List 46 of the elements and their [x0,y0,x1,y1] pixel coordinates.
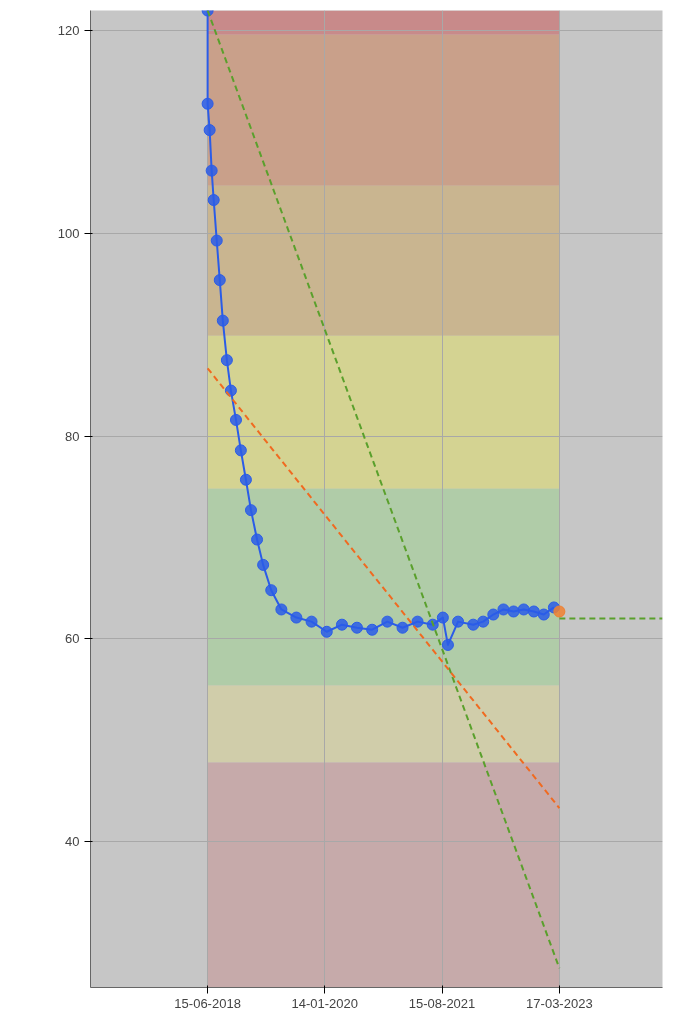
point [396,621,409,634]
point [234,444,247,457]
point [411,615,424,628]
point [335,618,348,631]
point [320,625,333,638]
point [537,608,550,621]
point [257,558,270,571]
point [553,605,566,618]
x-tick-label: 14-01-2020 [291,995,358,1011]
point [210,234,223,247]
point [244,504,257,517]
point [366,623,379,636]
point [275,603,288,616]
point [467,618,480,631]
point [507,605,520,618]
point [203,124,216,137]
point [213,274,226,287]
x-tick-label: 15-08-2021 [408,995,476,1011]
point [207,194,220,207]
point [251,533,264,546]
point [265,584,278,597]
y-tick-label: 60 [65,631,80,647]
y-tick-label: 80 [65,428,80,444]
point [216,314,229,327]
point [381,615,394,628]
point [487,608,500,621]
point [477,615,490,628]
point [229,413,242,426]
point [205,164,218,177]
point [452,615,465,628]
x-tick-label: 17-03-2023 [526,995,593,1011]
y-tick-label: 100 [57,225,80,241]
point [497,603,510,616]
point [350,621,363,634]
point [239,473,252,486]
point [290,611,303,624]
point [527,605,540,618]
y-tick-label: 120 [57,23,80,39]
y-tick-label: 40 [65,834,80,850]
point [441,638,454,651]
x-tick-label: 15-06-2018 [174,995,241,1011]
point [517,603,530,616]
point [201,97,214,110]
point [220,354,233,367]
point [305,615,318,628]
point [436,611,449,624]
